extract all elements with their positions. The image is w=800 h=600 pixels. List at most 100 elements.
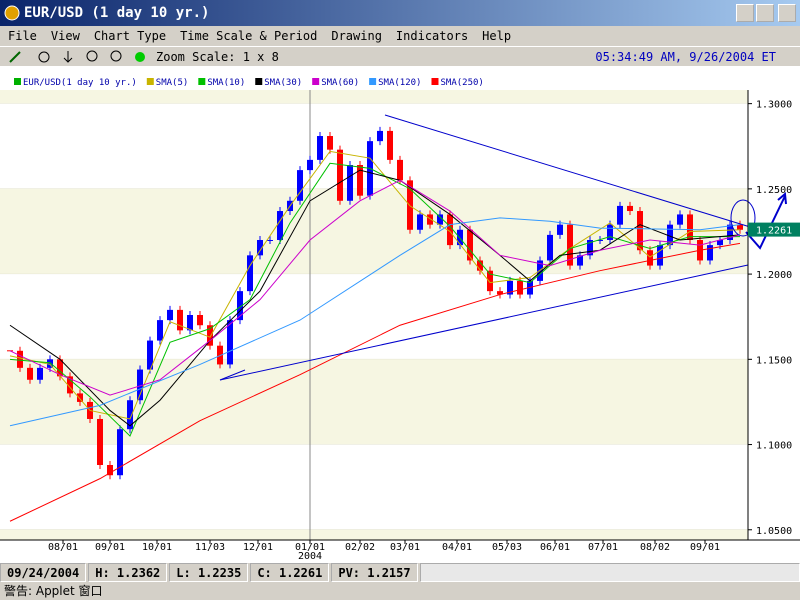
window-controls: [736, 4, 796, 22]
legend-swatch: [312, 78, 320, 85]
candle: [667, 224, 673, 246]
candle: [97, 418, 103, 465]
menu-item[interactable]: Drawing: [331, 29, 382, 43]
x-tick-label: 02/02: [345, 542, 375, 553]
candle: [467, 229, 473, 261]
candle: [497, 291, 503, 295]
candle: [727, 224, 733, 240]
candle: [677, 214, 683, 225]
menu-item[interactable]: Time Scale & Period: [180, 29, 318, 43]
legend-label: SMA(120): [378, 78, 421, 88]
last-price: 1.2261: [756, 226, 792, 237]
candle: [657, 245, 663, 266]
y-tick-label: 1.0500: [756, 526, 792, 537]
zoom-in[interactable]: [86, 50, 98, 62]
candle: [27, 367, 33, 380]
candle: [387, 130, 393, 160]
candle: [437, 214, 443, 225]
candle: [567, 224, 573, 266]
candle: [617, 205, 623, 225]
candle: [67, 376, 73, 394]
annotation-arrow: [745, 191, 787, 250]
band: [0, 274, 748, 360]
sma-line: [9, 179, 741, 396]
legend-label: SMA(250): [440, 78, 483, 88]
candle: [587, 240, 593, 256]
legend-swatch: [198, 78, 206, 85]
candle: [577, 255, 583, 266]
candle: [297, 170, 303, 201]
x-tick-label: 01/01: [295, 542, 325, 553]
x-tick-label: 07/01: [588, 542, 618, 553]
band: [0, 103, 748, 189]
candle: [427, 214, 433, 225]
candle: [157, 320, 163, 341]
candle: [147, 340, 153, 370]
menu-item[interactable]: View: [50, 29, 80, 43]
candle: [397, 159, 403, 181]
candle: [557, 224, 563, 235]
toolbar: Zoom Scale: 1 x 8 05:34:49 AM, 9/26/2004…: [0, 46, 800, 66]
candle: [357, 165, 363, 196]
down-tool[interactable]: [63, 51, 73, 63]
y-tick-label: 1.2500: [756, 185, 792, 196]
candle: [277, 211, 283, 240]
y-tick-label: 1.1500: [756, 355, 792, 366]
maximize-button[interactable]: [756, 4, 774, 22]
close: C: 1.2261: [250, 563, 330, 582]
crosshair-tool[interactable]: [38, 51, 50, 63]
high: H: 1.2362: [88, 563, 168, 582]
draw-tool[interactable]: [9, 51, 21, 63]
candle: [177, 309, 183, 331]
toolbar-icons: [9, 50, 145, 63]
sma-line: [9, 242, 741, 522]
candle: [417, 214, 423, 230]
x-tick-label: 06/01: [540, 542, 570, 553]
y-tick-label: 1.2000: [756, 270, 792, 281]
candle: [117, 429, 123, 476]
candle: [127, 400, 133, 430]
menu-item[interactable]: Help: [482, 29, 512, 43]
date: 09/24/2004: [0, 563, 87, 582]
trend-line: [219, 264, 749, 381]
x-tick-label: 10/01: [142, 542, 172, 553]
close-button[interactable]: [778, 4, 796, 22]
band: [0, 444, 748, 530]
window-title: EUR/USD (1 day 10 yr.): [24, 5, 210, 21]
band: [0, 90, 748, 104]
x-tick-label: 09/01: [690, 542, 720, 553]
legend-label: EUR/USD(1 day 10 yr.): [23, 78, 137, 88]
candle: [447, 214, 453, 246]
minimize-button[interactable]: [736, 4, 754, 22]
x-tick-label: 04/01: [442, 542, 472, 553]
menu-item[interactable]: File: [8, 29, 37, 43]
candle: [267, 240, 273, 241]
status-light[interactable]: [135, 52, 145, 62]
legend-label: SMA(30): [264, 78, 302, 88]
band: [0, 359, 748, 445]
candle: [637, 211, 643, 251]
candle: [17, 350, 23, 368]
legend-swatch: [431, 78, 439, 85]
x-tick-label: 08/01: [48, 542, 78, 553]
candle: [477, 260, 483, 271]
candle: [517, 280, 523, 295]
x-tick-label: 12/01: [243, 542, 273, 553]
candle: [307, 159, 313, 171]
candle: [707, 245, 713, 261]
candle: [547, 234, 553, 261]
candle: [737, 224, 743, 230]
scrollbar[interactable]: [419, 563, 800, 582]
x-tick-label: 03/01: [390, 542, 420, 553]
chart: EUR/USD(1 day 10 yr.) SMA(5) SMA(10) SMA(30…: [0, 66, 800, 563]
zoom-out[interactable]: [110, 50, 122, 62]
legend-swatch: [14, 78, 21, 85]
title-bar: EUR/USD (1 day 10 yr.): [0, 0, 800, 26]
candle: [627, 205, 633, 212]
sma-line: [9, 169, 741, 427]
candle: [197, 315, 203, 326]
menu-item[interactable]: Indicators: [395, 29, 469, 43]
sma-line: [9, 217, 741, 427]
menu-item[interactable]: Chart Type: [93, 29, 167, 43]
